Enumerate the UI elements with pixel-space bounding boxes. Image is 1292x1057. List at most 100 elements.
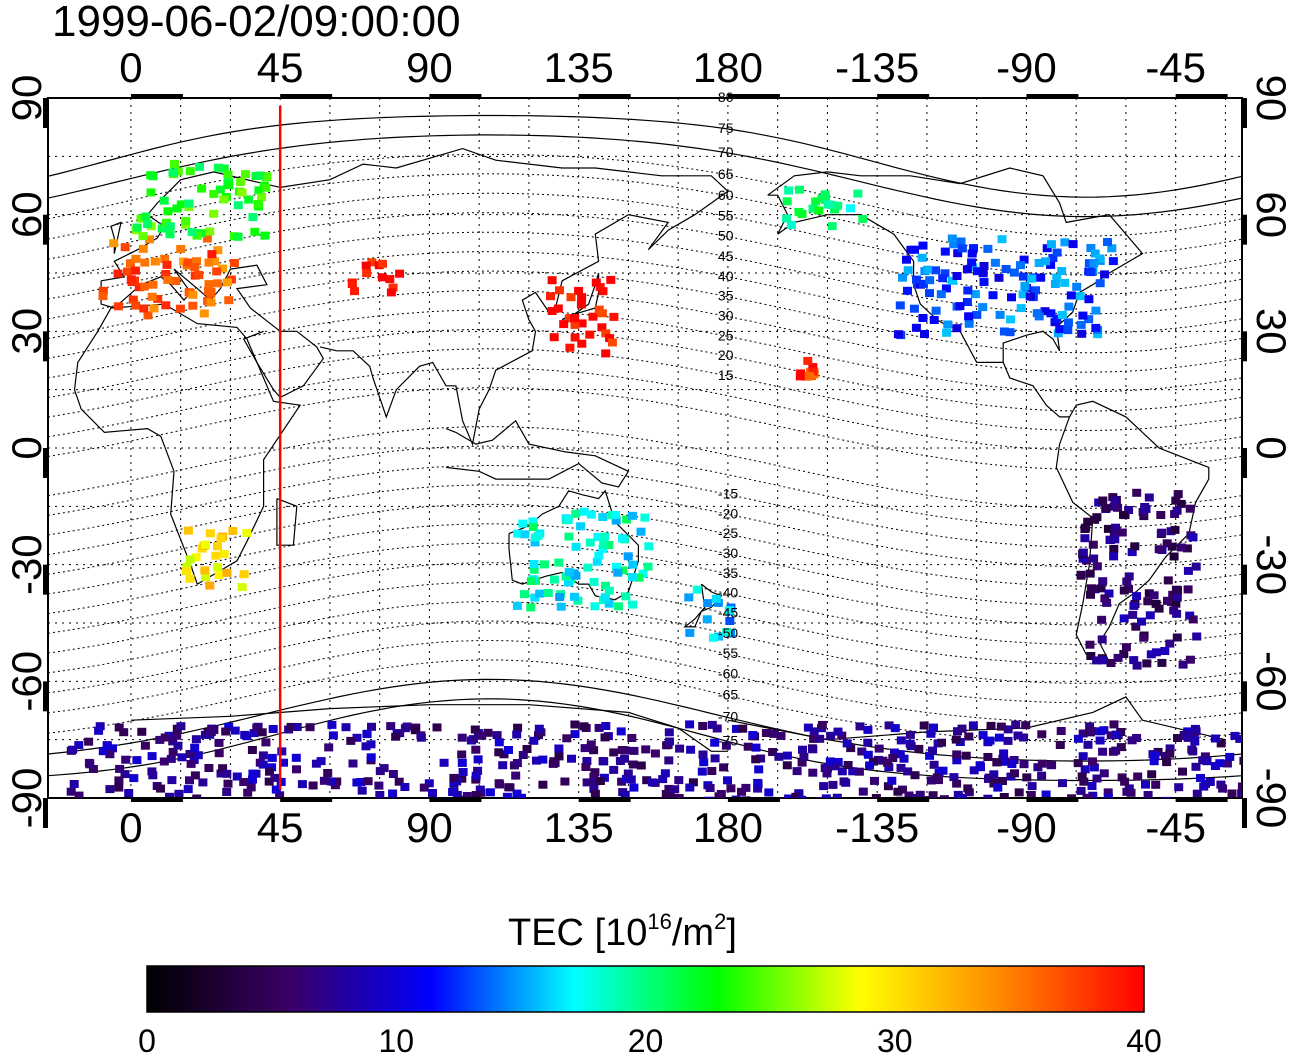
tec-cell — [609, 765, 619, 774]
tec-cell — [1090, 249, 1100, 258]
tec-cell — [257, 193, 267, 202]
tec-cell — [1167, 542, 1177, 551]
tec-cell — [713, 598, 723, 607]
tec-cell — [1057, 311, 1067, 319]
tec-cell — [195, 162, 205, 171]
tec-cell — [94, 726, 104, 735]
tec-cell — [1086, 584, 1096, 593]
tec-cell — [617, 534, 627, 543]
tec-cell — [799, 752, 809, 761]
tec-cell — [148, 280, 158, 289]
tec-cell — [1088, 791, 1098, 798]
tec-cell — [1113, 503, 1123, 512]
tec-cell — [570, 720, 580, 729]
tec-cell — [906, 742, 916, 751]
tec-cell — [664, 728, 674, 737]
tec-cell — [1103, 793, 1113, 798]
tec-cell — [830, 762, 840, 771]
tec-cell — [686, 745, 696, 754]
tec-cell — [952, 779, 962, 788]
tec-cell — [1032, 309, 1042, 318]
tec-cell — [858, 215, 868, 223]
tec-cell — [613, 568, 623, 577]
tec-cell — [588, 312, 598, 321]
tec-cell — [534, 724, 544, 733]
tec-cell — [1165, 639, 1175, 648]
frame-tick — [43, 448, 48, 478]
tec-cell — [883, 782, 893, 791]
tec-cell — [585, 330, 595, 339]
lon-tick-label-top: 135 — [544, 44, 614, 91]
tec-cell — [492, 731, 502, 740]
tec-cell — [963, 286, 973, 295]
tec-cell — [190, 771, 200, 780]
contour-label: 30 — [718, 308, 734, 324]
tec-cell — [223, 779, 233, 788]
tec-cell — [160, 255, 170, 263]
tec-cell — [173, 167, 183, 176]
tec-cell — [529, 565, 539, 574]
tec-cell — [898, 273, 907, 282]
tec-cell — [589, 577, 599, 586]
tec-cell — [871, 794, 881, 798]
tec-cell — [975, 761, 985, 770]
frame-tick — [578, 94, 631, 99]
tec-cell — [277, 747, 287, 756]
tec-cell — [267, 753, 277, 762]
tec-cell — [518, 519, 528, 528]
tec-cell — [670, 785, 680, 794]
tec-cell — [863, 738, 873, 747]
tec-cell — [919, 721, 929, 730]
tec-cell — [570, 320, 580, 329]
tec-cell — [205, 581, 215, 590]
tec-cell — [1139, 512, 1149, 521]
tec-cell — [114, 776, 124, 785]
lat-tick-label-right: 0 — [1248, 436, 1292, 459]
tec-cell — [925, 289, 934, 298]
tec-cell — [617, 777, 627, 786]
tec-cell — [751, 743, 761, 752]
tec-cell — [236, 178, 246, 186]
tec-cell — [896, 763, 906, 772]
tec-cell — [920, 330, 929, 338]
tec-cell — [590, 777, 600, 786]
contour-labels: 80 75 70 65 60 55 50 45 40 35 30 25 20 15 -15 -20 -25 -30… — [718, 89, 738, 748]
lon-tick-label-bottom: 135 — [544, 804, 614, 851]
tec-cell — [183, 526, 193, 535]
tec-cell — [504, 746, 513, 754]
tec-cell — [1106, 659, 1116, 667]
tec-cell — [191, 735, 201, 744]
tec-cell — [69, 780, 79, 788]
tec-cell — [952, 272, 962, 280]
tec-cell — [462, 792, 472, 798]
tec-cell — [292, 723, 302, 731]
tec-cell — [147, 752, 157, 761]
frame-tick — [43, 214, 48, 245]
tec-cell — [1145, 611, 1155, 620]
tec-cell — [863, 750, 873, 759]
tec-cell — [134, 283, 144, 292]
tec-cell — [258, 760, 268, 769]
tec-cell — [186, 759, 196, 768]
lon-tick-label-top: 180 — [693, 44, 763, 91]
tec-cell — [1073, 734, 1083, 743]
tec-cell — [1162, 539, 1172, 548]
tec-cell — [1098, 747, 1108, 756]
lat-tick-label-left: -30 — [3, 534, 50, 595]
tec-cell — [239, 570, 249, 579]
tec-cell — [833, 727, 843, 736]
contour-label: 25 — [718, 327, 734, 343]
tec-cell — [768, 748, 778, 756]
tec-cell — [589, 784, 599, 793]
lat-tick-label-right: 30 — [1248, 308, 1292, 355]
tec-cell — [457, 774, 467, 783]
tec-cell — [627, 734, 637, 742]
tec-cell — [952, 324, 962, 333]
contour-label: 15 — [718, 367, 734, 383]
tec-cell — [1089, 554, 1099, 563]
tec-cell — [905, 730, 915, 739]
tec-cell — [395, 269, 405, 278]
tec-cell — [391, 732, 401, 741]
tec-cell — [549, 333, 559, 342]
frame-tick-bars — [43, 94, 1247, 828]
